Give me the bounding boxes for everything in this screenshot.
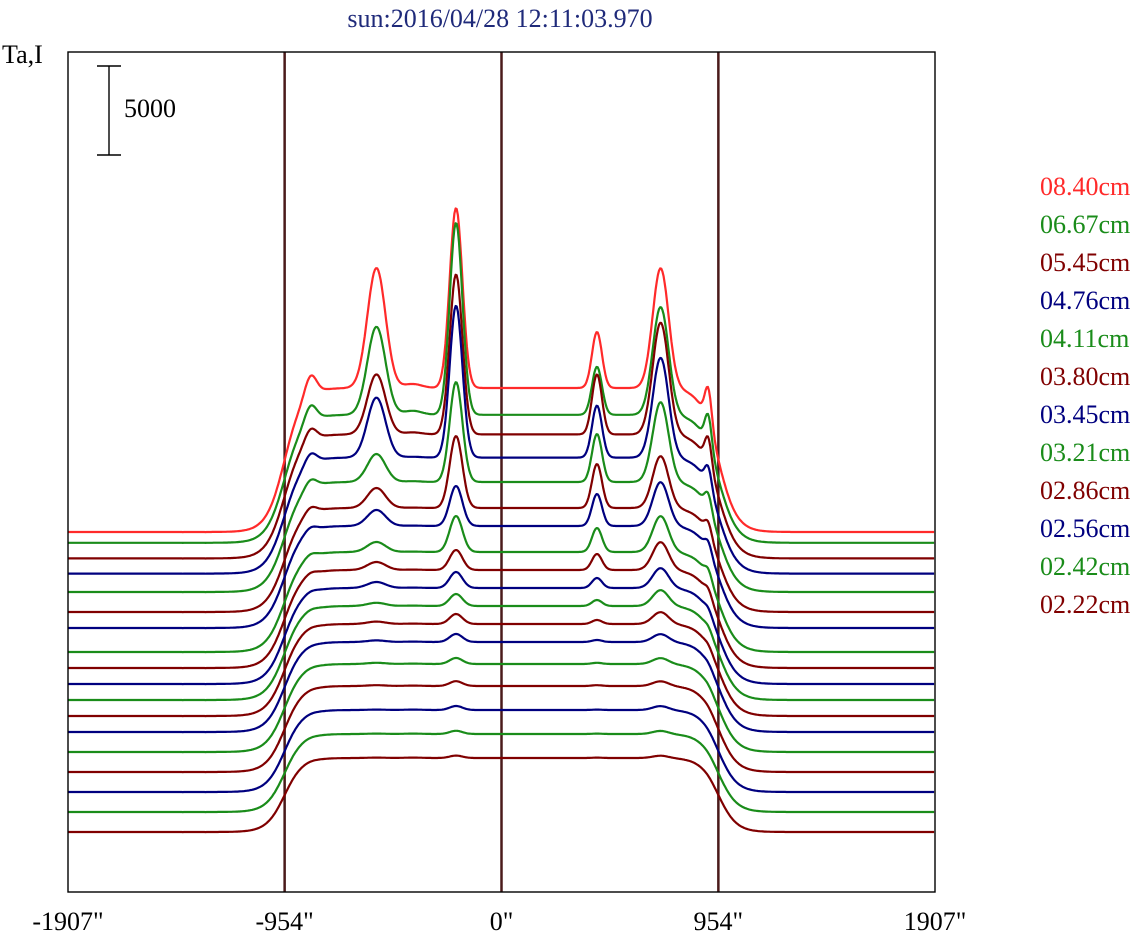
series-line-15 (68, 704, 935, 794)
legend-item: 03.80cm (1040, 362, 1131, 391)
legend-item: 03.45cm (1040, 400, 1131, 429)
x-tick-label: -1907" (32, 907, 103, 936)
series-line-14 (68, 680, 935, 774)
series-line-16 (68, 729, 935, 814)
series-line-11 (68, 611, 935, 718)
series-line-7 (68, 515, 935, 654)
series-line-6 (68, 481, 935, 630)
legend-item: 05.45cm (1040, 248, 1131, 277)
series-line-2 (68, 273, 935, 560)
legend-item: 02.42cm (1040, 552, 1131, 581)
series-line-9 (68, 567, 935, 686)
series-line-1 (68, 222, 935, 544)
legend: 08.40cm 06.67cm 05.45cm 04.76cm 04.11cm 03.80… (1040, 168, 1130, 624)
series-line-3 (68, 304, 935, 575)
legend-item: 02.56cm (1040, 514, 1131, 543)
series-line-0 (68, 207, 935, 534)
legend-item: 03.21cm (1040, 438, 1131, 467)
series-line-5 (68, 435, 935, 614)
series-line-13 (68, 656, 935, 754)
legend-item: 06.67cm (1040, 210, 1131, 239)
legend-item: 08.40cm (1040, 172, 1131, 201)
plot-svg: 5000 -1907" -954" 0" 954" 1907" (32, 51, 967, 936)
y-axis-label: Ta,I (2, 40, 43, 69)
x-tick-label: -954" (255, 907, 313, 936)
series-line-10 (68, 589, 935, 702)
scale-bar-label: 5000 (124, 94, 176, 123)
series-line-4 (68, 381, 935, 594)
legend-item: 02.86cm (1040, 476, 1131, 505)
legend-item: 02.22cm (1040, 590, 1131, 619)
chart-title: sun:2016/04/28 12:11:03.970 (347, 4, 653, 33)
legend-item: 04.11cm (1040, 324, 1130, 353)
x-tick-label: 954" (694, 907, 744, 936)
series-line-17 (68, 754, 935, 834)
x-tick-label: 1907" (904, 907, 967, 936)
x-tick-label: 0" (490, 907, 514, 936)
scale-bar: 5000 (97, 65, 176, 156)
series-line-8 (68, 541, 935, 670)
series-line-12 (68, 632, 935, 734)
legend-item: 04.76cm (1040, 286, 1131, 315)
plot-frame (67, 51, 936, 893)
